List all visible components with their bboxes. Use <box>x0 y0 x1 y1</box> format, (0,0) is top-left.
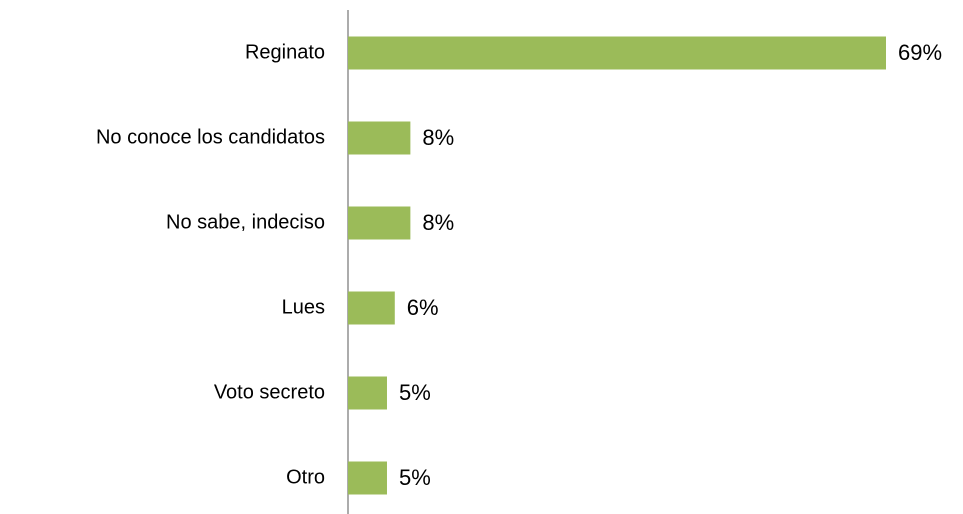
category-label: Lues <box>282 296 325 318</box>
bar <box>348 206 411 240</box>
bar <box>348 376 387 410</box>
data-label: 8% <box>422 210 454 235</box>
bar <box>348 36 886 70</box>
data-label: 6% <box>407 295 439 320</box>
data-label: 5% <box>399 380 431 405</box>
category-label: No conoce los candidatos <box>96 126 325 148</box>
data-label: 69% <box>898 40 942 65</box>
category-label: Voto secreto <box>214 381 325 403</box>
data-label: 5% <box>399 465 431 490</box>
bar <box>348 121 411 155</box>
category-label: Otro <box>286 466 325 488</box>
category-label: No sabe, indeciso <box>166 211 325 233</box>
data-label: 8% <box>422 125 454 150</box>
category-label: Reginato <box>245 41 325 63</box>
bar <box>348 291 395 325</box>
bar <box>348 461 387 495</box>
